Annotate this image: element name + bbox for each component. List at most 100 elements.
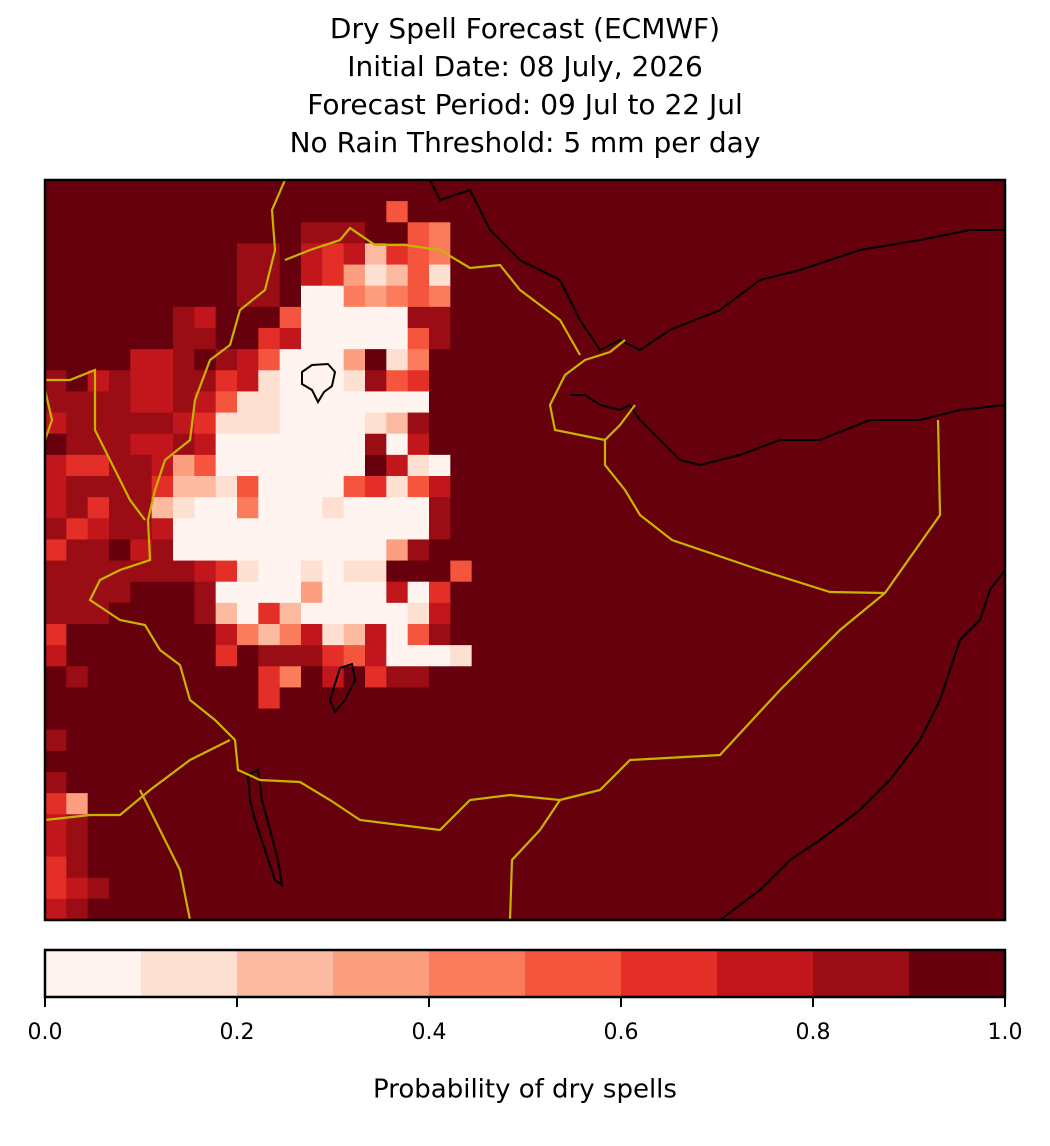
cell [749, 750, 771, 773]
cell [749, 180, 771, 202]
cell [663, 814, 686, 837]
cell [599, 877, 622, 900]
cell [258, 180, 281, 202]
cell [471, 285, 494, 308]
cell [557, 750, 579, 773]
cell [130, 708, 153, 731]
cell [855, 264, 878, 287]
cell [45, 835, 67, 858]
cell [493, 433, 515, 456]
cell [663, 708, 686, 731]
cell [941, 624, 963, 646]
cell [215, 898, 238, 920]
cell [237, 729, 259, 752]
cell [258, 518, 281, 541]
cell [685, 772, 707, 794]
cell [365, 264, 387, 287]
cell [194, 708, 217, 731]
cell [429, 772, 451, 794]
cell [706, 285, 729, 308]
cell [173, 708, 195, 731]
cell [471, 497, 494, 519]
cell [685, 645, 707, 667]
cell [962, 602, 985, 625]
cell [450, 264, 473, 287]
cell [237, 370, 259, 393]
cell [642, 835, 665, 858]
colorbar-segment [621, 950, 718, 997]
cell [663, 602, 686, 625]
cell [962, 898, 985, 920]
cell [941, 349, 963, 371]
cell [87, 412, 110, 435]
cell [727, 370, 750, 393]
cell [450, 877, 473, 900]
cell [834, 666, 857, 689]
cell [834, 814, 857, 837]
cell [386, 243, 409, 266]
cell [493, 772, 515, 794]
cell [109, 687, 131, 710]
cell [429, 518, 451, 541]
cell [173, 898, 195, 920]
cell [450, 391, 473, 414]
cell [599, 243, 622, 266]
cell [450, 793, 473, 815]
cell [813, 602, 835, 625]
cell [791, 306, 814, 329]
cell [215, 835, 238, 858]
cell [557, 814, 579, 837]
cell [173, 412, 195, 435]
cell [877, 729, 899, 752]
cell [386, 370, 409, 393]
cell [877, 433, 899, 456]
cell [685, 856, 707, 879]
cell [343, 454, 366, 477]
cell [962, 856, 985, 879]
cell [813, 180, 835, 202]
cell [557, 624, 579, 646]
country-border [88, 180, 942, 832]
coastline [719, 569, 1005, 920]
cell [173, 370, 195, 393]
tick-label: 0.2 [220, 1020, 255, 1045]
cell [919, 370, 942, 393]
cell [130, 560, 153, 583]
cell [919, 306, 942, 329]
cell [749, 793, 771, 815]
cell [514, 476, 537, 498]
cell [962, 687, 985, 710]
cell [130, 180, 153, 202]
cell [685, 476, 707, 498]
cell [557, 433, 579, 456]
cell [877, 391, 899, 414]
cell [685, 264, 707, 287]
cell [322, 328, 345, 350]
cell [898, 835, 921, 858]
cell [919, 497, 942, 519]
cell [962, 877, 985, 900]
cell [834, 476, 857, 498]
cell [834, 708, 857, 731]
cell [215, 581, 238, 604]
cell [642, 264, 665, 287]
cell [45, 581, 67, 604]
cell [727, 518, 750, 541]
cell [407, 391, 430, 414]
cell [493, 750, 515, 773]
cell [599, 412, 622, 435]
cell [45, 285, 67, 308]
cell [599, 370, 622, 393]
cell [109, 518, 131, 541]
cell [45, 497, 67, 519]
cell [66, 772, 89, 794]
cell [855, 328, 878, 350]
cell [514, 285, 537, 308]
cell [343, 645, 366, 667]
cell [194, 624, 217, 646]
cell [685, 180, 707, 202]
cell [429, 793, 451, 815]
cell [151, 835, 174, 858]
cell [215, 433, 238, 456]
cell [429, 602, 451, 625]
